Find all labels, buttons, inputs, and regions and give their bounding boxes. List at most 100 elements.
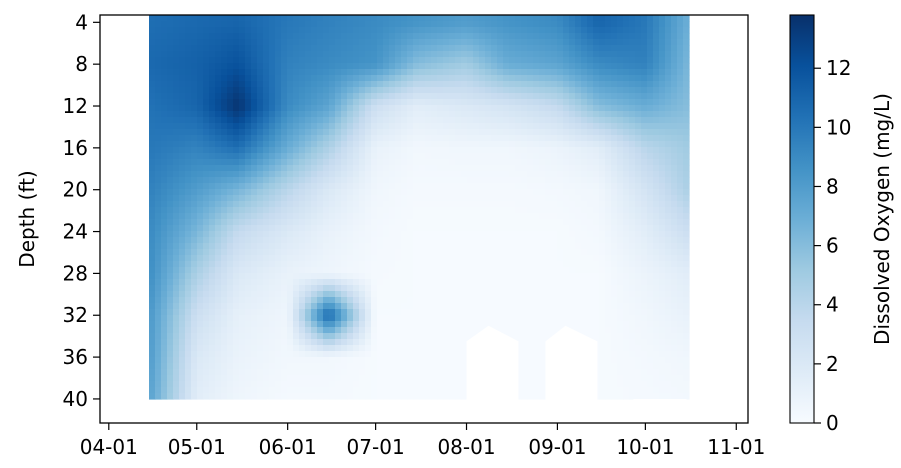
heatmap-cell (461, 153, 468, 160)
heatmap-cell (599, 267, 606, 274)
heatmap-cell (149, 75, 156, 82)
heatmap-cell (395, 333, 402, 340)
heatmap-cell (425, 249, 432, 256)
heatmap-cell (227, 87, 234, 94)
heatmap-cell (149, 249, 156, 256)
heatmap-cell (173, 249, 180, 256)
heatmap-cell (419, 345, 426, 352)
heatmap-cell (569, 105, 576, 112)
heatmap-cell (611, 69, 618, 76)
heatmap-cell (569, 135, 576, 142)
heatmap-cell (413, 393, 420, 400)
heatmap-cell (401, 75, 408, 82)
heatmap-cell (251, 237, 258, 244)
heatmap-cell (503, 249, 510, 256)
heatmap-cell (155, 381, 162, 388)
heatmap-cell (395, 15, 402, 22)
heatmap-cell (383, 177, 390, 184)
heatmap-cell (407, 105, 414, 112)
heatmap-cell (323, 123, 330, 130)
heatmap-cell (293, 129, 300, 136)
heatmap-cell (233, 339, 240, 346)
heatmap-cell (215, 141, 222, 148)
heatmap-cell (167, 291, 174, 298)
heatmap-cell (395, 213, 402, 220)
heatmap-cell (323, 117, 330, 124)
heatmap-cell (245, 57, 252, 64)
heatmap-cell (497, 63, 504, 70)
heatmap-cell (317, 21, 324, 28)
heatmap-cell (371, 213, 378, 220)
heatmap-cell (311, 33, 318, 40)
heatmap-cell (593, 69, 600, 76)
heatmap-cell (191, 315, 198, 322)
heatmap-cell (317, 93, 324, 100)
heatmap-cell (455, 303, 462, 310)
heatmap-cell (587, 27, 594, 34)
heatmap-cell (251, 333, 258, 340)
heatmap-cell (227, 183, 234, 190)
heatmap-cell (575, 273, 582, 280)
heatmap-cell (563, 57, 570, 64)
heatmap-cell (257, 213, 264, 220)
heatmap-cell (599, 273, 606, 280)
heatmap-cell (287, 147, 294, 154)
heatmap-cell (569, 57, 576, 64)
heatmap-cell (455, 105, 462, 112)
heatmap-cell (455, 309, 462, 316)
heatmap-cell (509, 63, 516, 70)
heatmap-cell (215, 213, 222, 220)
heatmap-cell (203, 225, 210, 232)
heatmap-cell (245, 141, 252, 148)
heatmap-cell (203, 93, 210, 100)
heatmap-cell (239, 147, 246, 154)
heatmap-cell (497, 57, 504, 64)
heatmap-cell (215, 111, 222, 118)
heatmap-cell (347, 327, 354, 334)
heatmap-cell (545, 297, 552, 304)
heatmap-cell (419, 183, 426, 190)
heatmap-cell (407, 255, 414, 262)
heatmap-cell (221, 183, 228, 190)
heatmap-cell (263, 369, 270, 376)
heatmap-cell (611, 255, 618, 262)
heatmap-cell (407, 363, 414, 370)
heatmap-cell (497, 45, 504, 52)
heatmap-cell (437, 231, 444, 238)
heatmap-cell (419, 147, 426, 154)
heatmap-cell (257, 273, 264, 280)
heatmap-cell (239, 33, 246, 40)
heatmap-cell (569, 123, 576, 130)
heatmap-cell (449, 165, 456, 172)
heatmap-cell (521, 297, 528, 304)
heatmap-cell (389, 27, 396, 34)
heatmap-cell (275, 357, 282, 364)
heatmap-cell (509, 57, 516, 64)
heatmap-cell (521, 81, 528, 88)
heatmap-cell (389, 369, 396, 376)
heatmap-cell (593, 33, 600, 40)
heatmap-cell (161, 303, 168, 310)
heatmap-cell (503, 165, 510, 172)
heatmap-cell (563, 93, 570, 100)
heatmap-cell (569, 249, 576, 256)
heatmap-cell (353, 99, 360, 106)
heatmap-cell (431, 255, 438, 262)
heatmap-cell (335, 249, 342, 256)
heatmap-cell (227, 381, 234, 388)
heatmap-cell (323, 39, 330, 46)
heatmap-cell (299, 33, 306, 40)
heatmap-cell (173, 111, 180, 118)
heatmap-cell (479, 237, 486, 244)
heatmap-cell (209, 207, 216, 214)
heatmap-cell (317, 63, 324, 70)
heatmap-cell (515, 165, 522, 172)
heatmap-cell (569, 171, 576, 178)
heatmap-cell (605, 249, 612, 256)
heatmap-cell (491, 297, 498, 304)
heatmap-cell (407, 273, 414, 280)
heatmap-cell (419, 327, 426, 334)
heatmap-cell (281, 207, 288, 214)
heatmap-cell (293, 351, 300, 358)
heatmap-cell (245, 147, 252, 154)
